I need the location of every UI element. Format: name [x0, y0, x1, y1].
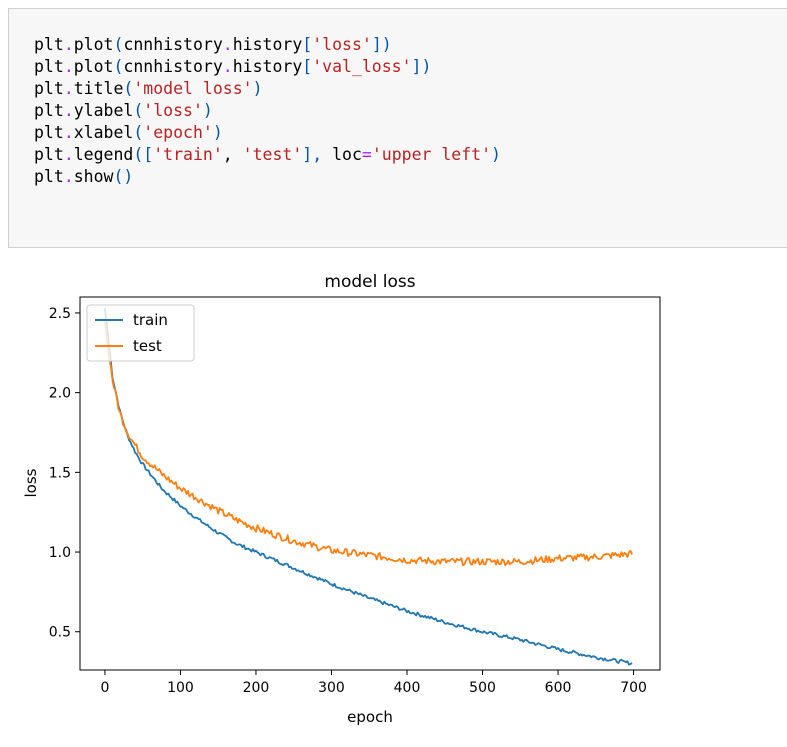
code-line: plt.title('model loss') [34, 78, 501, 100]
code-cell[interactable]: plt.plot(cnnhistory.history['loss']) plt.… [8, 8, 787, 248]
code-token: show [73, 167, 114, 186]
x-axis-label: epoch [347, 708, 393, 726]
x-tick-label: 200 [243, 680, 270, 696]
code-token: ]) [411, 57, 432, 76]
y-axis-label: loss [22, 468, 40, 497]
y-tick-label: 2.5 [49, 306, 71, 322]
code-token: legend [73, 145, 134, 164]
axis-ticks: 0 100 200 300 400 500 600 700 0.5 1.0 1.5 2.0 2.5 [49, 306, 647, 696]
code-token: 'model loss' [133, 79, 253, 98]
code-line: plt.ylabel('loss') [34, 100, 501, 122]
code-line: plt.plot(cnnhistory.history['val_loss']) [34, 56, 501, 78]
code-token: 'loss' [312, 35, 372, 54]
code-token: 'epoch' [143, 123, 213, 142]
code-token: plt [34, 101, 64, 120]
code-token: ) [491, 145, 501, 164]
code-token: cnnhistory [123, 57, 223, 76]
code-token: . [63, 167, 74, 186]
train-line [104, 308, 633, 666]
series-lines [104, 308, 633, 666]
test-line [104, 320, 633, 567]
code-line: plt.xlabel('epoch') [34, 122, 501, 144]
x-tick-label: 700 [620, 680, 647, 696]
loss-chart: 0 100 200 300 400 500 600 700 0.5 1.0 1.5 2.0 2.5 mo… [22, 272, 661, 726]
x-tick-label: 100 [167, 680, 194, 696]
x-tick-label: 400 [394, 680, 421, 696]
code-token: 'val_loss' [312, 57, 412, 76]
code-token: plt [34, 167, 64, 186]
code-token: cnnhistory [123, 35, 223, 54]
y-tick-label: 0.5 [49, 625, 71, 641]
code-token: history [232, 57, 303, 76]
code-token: history [232, 35, 303, 54]
code-token: , [222, 145, 243, 164]
code-token: loc [332, 145, 362, 164]
code-token: xlabel [73, 123, 134, 142]
code-token: plt [34, 57, 64, 76]
x-tick-label: 500 [469, 680, 496, 696]
code-token: [ [302, 57, 313, 76]
cell-output: 0 100 200 300 400 500 600 700 0.5 1.0 1.5 2.0 2.5 mo… [0, 255, 787, 743]
y-tick-label: 2.0 [49, 386, 71, 402]
plot-frame [79, 296, 661, 671]
code-token: ], [302, 145, 333, 164]
code-token: plt [34, 123, 64, 142]
code-token: . [63, 145, 74, 164]
y-tick-label: 1.5 [49, 465, 71, 481]
code-token: ]) [371, 35, 392, 54]
code-token: ([ [133, 145, 154, 164]
code-token: . [63, 35, 74, 54]
code-token: ( [123, 79, 134, 98]
code-token: . [63, 101, 74, 120]
x-tick-label: 600 [545, 680, 572, 696]
code-token: ) [202, 101, 213, 120]
code-token: 'test' [242, 145, 303, 164]
code-token: title [73, 79, 124, 98]
code-token: ) [212, 123, 223, 142]
code-token: [ [302, 35, 313, 54]
code-token: . [222, 57, 233, 76]
code-token: . [63, 79, 74, 98]
code-line: plt.legend(['train', 'test'], loc='upper… [34, 144, 501, 166]
legend-test-label: test [133, 337, 162, 355]
code-token: plot [73, 35, 114, 54]
code-token: 'train' [153, 145, 223, 164]
y-tick-label: 1.0 [49, 545, 71, 561]
chart-title: model loss [324, 272, 415, 292]
legend: train test [86, 304, 195, 362]
code-token: . [63, 57, 74, 76]
code-token: 'upper left' [371, 145, 492, 164]
code-token: ylabel [73, 101, 134, 120]
code-token: ( [113, 35, 124, 54]
code-token: . [63, 123, 74, 142]
code-token: = [361, 145, 372, 164]
code-token: ( [133, 123, 144, 142]
legend-train-label: train [133, 311, 168, 329]
x-tick-label: 0 [100, 680, 109, 696]
code-token: () [113, 167, 134, 186]
code-line: plt.plot(cnnhistory.history['loss']) [34, 34, 501, 56]
code-token: plt [34, 35, 64, 54]
code-token: plt [34, 145, 64, 164]
code-line: plt.show() [34, 166, 501, 188]
code-token: . [222, 35, 233, 54]
code-token: ( [133, 101, 144, 120]
code-token: 'loss' [143, 101, 203, 120]
x-tick-label: 300 [318, 680, 345, 696]
code-token: ( [113, 57, 124, 76]
code-token: plt [34, 79, 64, 98]
code-token: plot [73, 57, 114, 76]
code-token: ) [252, 79, 263, 98]
code-editor[interactable]: plt.plot(cnnhistory.history['loss']) plt.… [34, 34, 501, 188]
